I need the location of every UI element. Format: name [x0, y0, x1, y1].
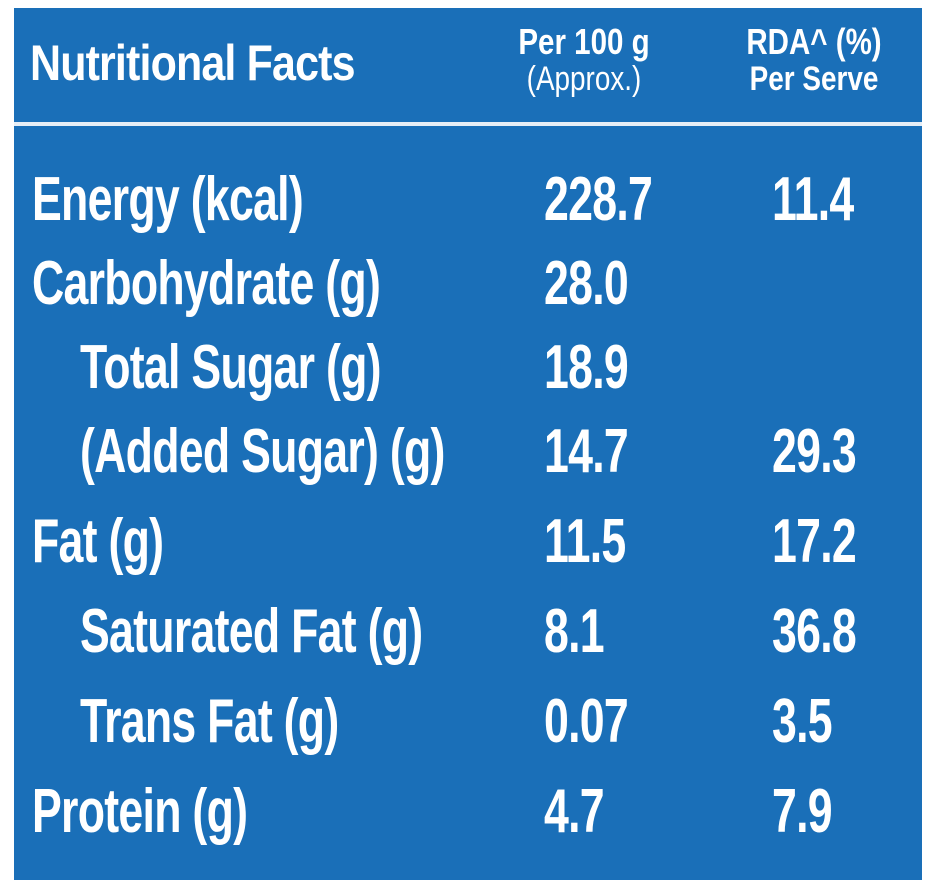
row-label: Fat (g) [32, 507, 164, 576]
table-row-energy: Energy (kcal) 228.7 11.4 [14, 160, 922, 240]
rda-column-header: RDA^ (%) Per Serve [714, 21, 914, 98]
table-row-saturated-fat: Saturated Fat (g) 8.1 36.8 [14, 592, 922, 672]
per-100g-value: 4.7 [544, 777, 605, 846]
per-100g-header-line2: (Approx.) [526, 60, 642, 98]
header-divider [14, 122, 922, 126]
table-row-protein: Protein (g) 4.7 7.9 [14, 772, 922, 852]
rda-value: 17.2 [772, 507, 857, 576]
table-row-added-sugar: (Added Sugar) (g) 14.7 29.3 [14, 412, 922, 492]
per-100g-column-header: Per 100 g (Approx.) [484, 21, 684, 98]
row-label: Trans Fat (g) [80, 687, 339, 756]
rda-value: 11.4 [772, 165, 854, 234]
per-100g-header-line1: Per 100 g [518, 21, 650, 62]
nutrition-facts-panel: Nutritional Facts Per 100 g (Approx.) RD… [14, 8, 922, 880]
table-row-carbohydrate: Carbohydrate (g) 28.0 [14, 244, 922, 324]
rda-value: 7.9 [772, 777, 833, 846]
row-label: Energy (kcal) [32, 165, 304, 234]
rda-header-line2: Per Serve [749, 60, 879, 98]
rda-header-line1: RDA^ (%) [746, 21, 882, 62]
per-100g-value: 11.5 [544, 507, 626, 576]
per-100g-value: 28.0 [544, 249, 629, 318]
table-row-total-sugar: Total Sugar (g) 18.9 [14, 328, 922, 408]
rda-value: 36.8 [772, 597, 857, 666]
per-100g-value: 8.1 [544, 597, 605, 666]
per-100g-value: 228.7 [544, 165, 653, 234]
per-100g-value: 18.9 [544, 333, 629, 402]
row-label: Total Sugar (g) [80, 333, 382, 402]
row-label: Carbohydrate (g) [32, 249, 381, 318]
table-title: Nutritional Facts [30, 35, 355, 91]
table-row-fat: Fat (g) 11.5 17.2 [14, 502, 922, 582]
rda-value: 29.3 [772, 417, 857, 486]
row-label: Saturated Fat (g) [80, 597, 423, 666]
per-100g-value: 0.07 [544, 687, 629, 756]
rda-value: 3.5 [772, 687, 833, 756]
table-row-trans-fat: Trans Fat (g) 0.07 3.5 [14, 682, 922, 762]
per-100g-value: 14.7 [544, 417, 629, 486]
table-header: Nutritional Facts Per 100 g (Approx.) RD… [14, 8, 922, 120]
row-label: Protein (g) [32, 777, 248, 846]
row-label: (Added Sugar) (g) [80, 417, 445, 486]
